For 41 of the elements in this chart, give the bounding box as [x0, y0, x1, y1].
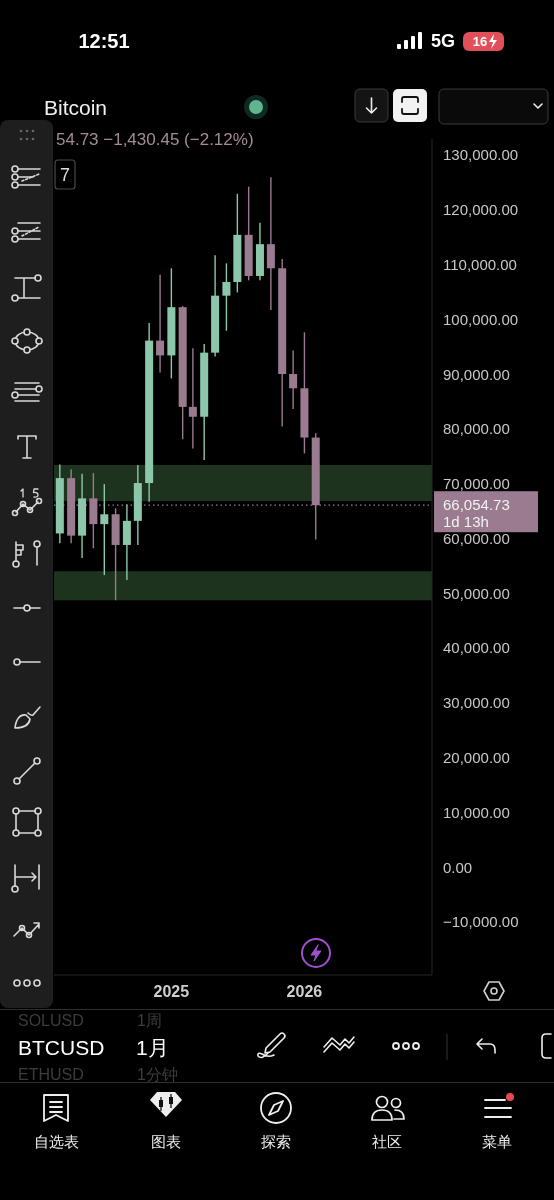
y-tick-label: 110,000.00	[443, 255, 517, 273]
text: 16	[472, 34, 488, 49]
y-tick-label: 0.00	[443, 858, 473, 876]
annotation: 7	[59, 165, 71, 185]
y-tick-label: 20,000.00	[443, 749, 510, 767]
y-tick-label: 70,000.00	[443, 475, 510, 493]
y-tick-label: 30,000.00	[443, 694, 510, 712]
text: SOLUSD	[18, 1011, 84, 1029]
candlestick	[289, 349, 298, 410]
text: 自选表	[33, 1132, 79, 1150]
x-tick-label: 2025	[153, 982, 190, 1000]
text: 菜单	[482, 1132, 512, 1150]
text: 1d 13h	[443, 512, 489, 530]
x-tick-label: 2026	[286, 982, 323, 1000]
text: 1周	[137, 1011, 162, 1029]
y-tick-label: −10,000.00	[443, 913, 519, 931]
y-tick-label: 90,000.00	[443, 365, 510, 383]
ref-line-label: 66,054.73	[443, 495, 510, 513]
candlestick	[222, 262, 231, 332]
y-tick-label: 10,000.00	[443, 803, 510, 821]
candlestick	[156, 274, 165, 374]
y-tick-label: 130,000.00	[443, 146, 519, 164]
y-tick-label: 50,000.00	[443, 584, 510, 602]
text: 探索	[261, 1132, 291, 1150]
text: BTCUSD	[18, 1035, 105, 1059]
y-tick-label: 80,000.00	[443, 420, 510, 438]
candlestick	[100, 483, 109, 576]
y-tick-label: 120,000.00	[443, 201, 519, 219]
chart-title: Bitcoin	[44, 95, 108, 119]
y-tick-label: 40,000.00	[443, 639, 510, 657]
text: 1分钟	[137, 1065, 178, 1083]
candlestick	[188, 347, 197, 450]
text: 12:51	[78, 30, 130, 52]
text: 社区	[372, 1132, 402, 1150]
y-tick-label: 60,000.00	[443, 529, 510, 547]
text: 图表	[151, 1132, 181, 1150]
chart-subtitle: 54.73 −1,430.45 (−2.12%)	[56, 129, 254, 149]
text: 5G	[430, 31, 456, 51]
text: 1月	[136, 1035, 169, 1059]
y-tick-label: 100,000.00	[443, 310, 519, 328]
text: ETHUSD	[18, 1065, 84, 1083]
